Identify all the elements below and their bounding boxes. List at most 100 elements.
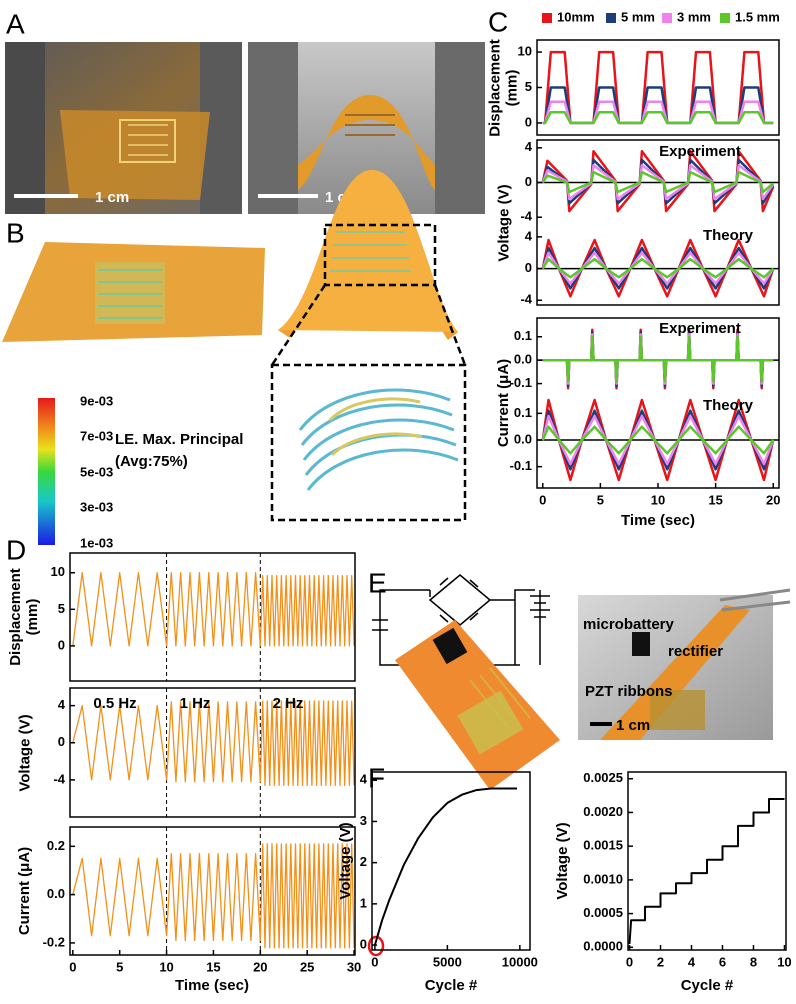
data-line bbox=[542, 86, 774, 125]
data-line bbox=[628, 798, 785, 944]
y-axis-label: Voltage (V) bbox=[336, 822, 354, 900]
y-tick-label: -4 bbox=[53, 771, 65, 786]
colorbar-label: 1e-03 bbox=[80, 535, 113, 550]
y-tick-label: 0.0000 bbox=[583, 939, 623, 954]
panel-label: E bbox=[368, 567, 387, 598]
plot-frame bbox=[536, 139, 780, 306]
x-tick-label: 10 bbox=[651, 492, 665, 507]
y-tick-label: -0.2 bbox=[43, 934, 65, 949]
fem-model-part bbox=[329, 231, 411, 272]
y-tick-label: 0 bbox=[360, 936, 367, 951]
legend-swatch bbox=[606, 13, 616, 23]
device-illustration-part bbox=[600, 605, 750, 740]
annotation: Experiment bbox=[659, 320, 741, 337]
y-tick-label: 1 bbox=[360, 895, 367, 910]
x-tick-label: 5 bbox=[116, 959, 123, 974]
y-tick-label: 5 bbox=[525, 79, 532, 94]
data-line bbox=[373, 787, 517, 946]
data-line bbox=[72, 843, 355, 949]
fem-model-part bbox=[298, 388, 459, 491]
y-tick-label: 4 bbox=[360, 772, 368, 787]
fem-model-part bbox=[38, 398, 55, 545]
x-tick-label: 30 bbox=[347, 959, 361, 974]
y-tick-label: 4 bbox=[525, 228, 533, 243]
x-tick-label: 4 bbox=[688, 954, 696, 969]
y-tick-label: -4 bbox=[520, 292, 532, 307]
fem-model-part bbox=[270, 284, 327, 366]
y-tick-label: 10 bbox=[51, 564, 65, 579]
annotation: Experiment bbox=[659, 143, 741, 160]
colorbar-label: 5e-03 bbox=[80, 464, 113, 479]
scale-bar-label: 1 cm bbox=[616, 717, 650, 734]
x-axis-label: Cycle # bbox=[681, 977, 734, 994]
y-tick-label: 0.0010 bbox=[583, 871, 623, 886]
circuit bbox=[372, 574, 550, 666]
y-tick-label: 4 bbox=[58, 697, 66, 712]
data-line bbox=[72, 572, 355, 647]
device-illustration-part bbox=[650, 690, 705, 730]
device-illustration-part bbox=[719, 588, 791, 612]
annotation: 1 Hz bbox=[180, 695, 211, 712]
fem-model-part bbox=[433, 284, 467, 366]
y-tick-label: 0.0 bbox=[514, 352, 532, 367]
y-tick-label: -0.1 bbox=[510, 375, 532, 390]
x-tick-label: 20 bbox=[253, 959, 267, 974]
fem-model-part bbox=[98, 269, 162, 319]
panel-label: B bbox=[6, 217, 25, 248]
device-illustration bbox=[395, 588, 791, 790]
colorbar-label: 3e-03 bbox=[80, 499, 113, 514]
x-tick-label: 0 bbox=[371, 954, 378, 969]
circuit-part bbox=[379, 574, 541, 666]
y-tick-label: 0.0020 bbox=[583, 804, 623, 819]
data-line bbox=[72, 700, 355, 787]
photo-label: PZT ribbons bbox=[585, 683, 673, 700]
legend-swatch bbox=[542, 13, 552, 23]
y-tick-label: -4 bbox=[520, 209, 532, 224]
x-tick-label: 6 bbox=[719, 954, 726, 969]
data-line bbox=[541, 425, 775, 455]
data-line bbox=[542, 111, 774, 125]
circuit-part bbox=[439, 577, 479, 623]
colorbar-title: LE. Max. Principal bbox=[115, 431, 243, 448]
panel-label: D bbox=[6, 534, 26, 565]
y-tick-label: 0.1 bbox=[514, 328, 532, 343]
fem-model-part bbox=[328, 397, 423, 457]
scale-bar-label: 1 cm bbox=[95, 189, 129, 206]
x-axis-label: Time (sec) bbox=[175, 977, 249, 994]
y-tick-label: 0 bbox=[58, 637, 65, 652]
x-tick-label: 10 bbox=[777, 954, 791, 969]
y-tick-label: 0.0015 bbox=[583, 838, 623, 853]
data-line bbox=[542, 335, 774, 383]
data-line bbox=[541, 170, 775, 194]
fem-model-part bbox=[95, 262, 165, 324]
x-tick-label: 8 bbox=[750, 954, 757, 969]
y-tick-label: 0.1 bbox=[514, 405, 532, 420]
y-tick-label: 0.2 bbox=[47, 838, 65, 853]
photo-a-part bbox=[128, 124, 168, 156]
device-illustration-part bbox=[632, 632, 650, 656]
plot-frame bbox=[69, 552, 356, 682]
annotation: 0.5 Hz bbox=[93, 695, 136, 712]
fem-model-part bbox=[278, 170, 458, 332]
circuit-part bbox=[372, 595, 550, 631]
photo-a-part bbox=[435, 42, 485, 214]
photo-a-part bbox=[248, 42, 298, 214]
photo-a-part bbox=[5, 42, 45, 214]
data-line bbox=[541, 257, 775, 279]
x-tick-label: 15 bbox=[206, 959, 220, 974]
x-tick-label: 10 bbox=[159, 959, 173, 974]
plot-frame bbox=[69, 687, 356, 818]
y-tick-label: 0 bbox=[525, 260, 532, 275]
data-line bbox=[542, 50, 774, 125]
x-tick-label: 0 bbox=[69, 959, 76, 974]
annotation: 2 Hz bbox=[273, 695, 304, 712]
y-tick-label: 0 bbox=[525, 114, 532, 129]
y-axis-label: Current (μA) bbox=[494, 358, 512, 448]
x-tick-label: 15 bbox=[708, 492, 722, 507]
y-axis-label: Displacement (mm) bbox=[7, 568, 41, 666]
y-tick-label: 0 bbox=[58, 734, 65, 749]
annotation: Theory bbox=[703, 227, 754, 244]
x-tick-label: 25 bbox=[300, 959, 314, 974]
panel-label: A bbox=[6, 8, 25, 39]
